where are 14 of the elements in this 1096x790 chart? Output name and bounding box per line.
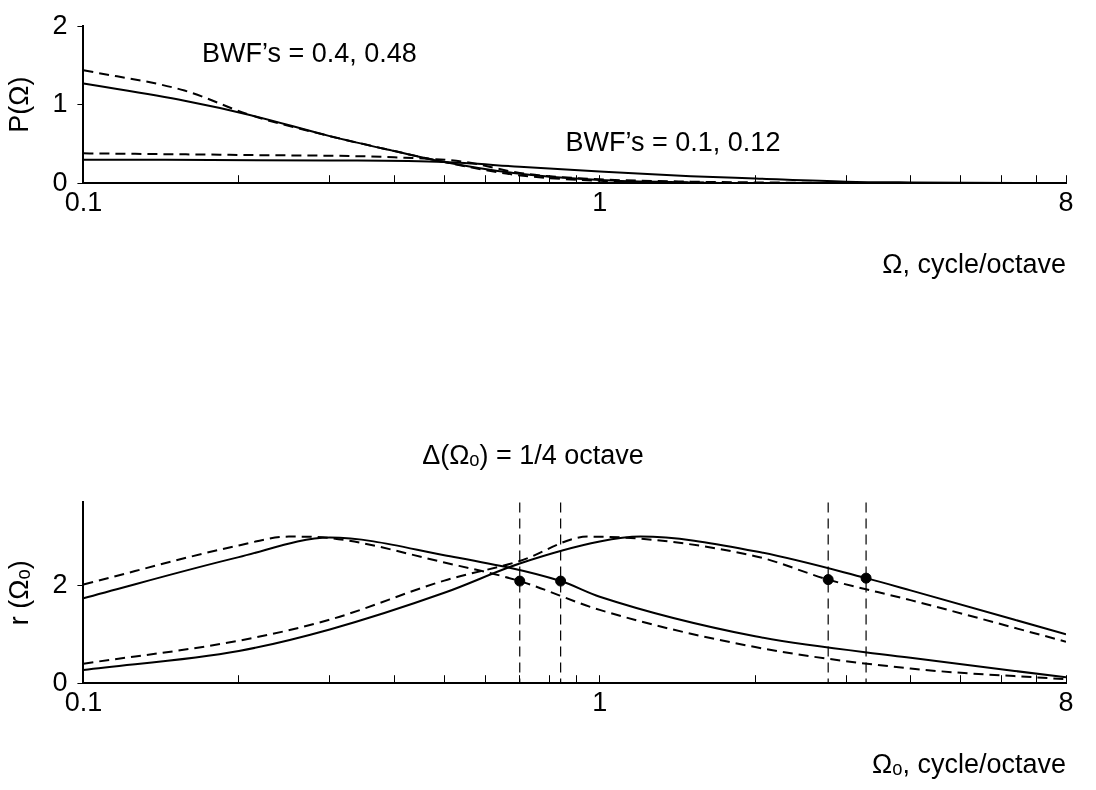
y-tick-label: 1 — [52, 88, 68, 119]
y-tick-label: 2 — [52, 568, 68, 599]
x-axis-title: Ω, cycle/octave — [882, 249, 1066, 280]
annotation: BWF’s = 0.1, 0.12 — [565, 127, 781, 158]
x-tick-label: 8 — [1058, 686, 1074, 717]
x-tick-label: 1 — [592, 686, 608, 717]
y-axis-title: r (Ωₒ) — [3, 560, 34, 626]
x-axis-title: Ωₒ, cycle/octave — [872, 749, 1066, 780]
annotation: BWF’s = 0.4, 0.48 — [201, 37, 417, 68]
y-axis-title: P(Ω) — [3, 76, 34, 133]
chart-title: Δ(Ωₒ) = 1/4 octave — [422, 439, 644, 470]
x-tick-label: 8 — [1058, 186, 1074, 217]
y-tick-label: 2 — [52, 9, 68, 40]
x-tick-label: 1 — [592, 186, 608, 217]
